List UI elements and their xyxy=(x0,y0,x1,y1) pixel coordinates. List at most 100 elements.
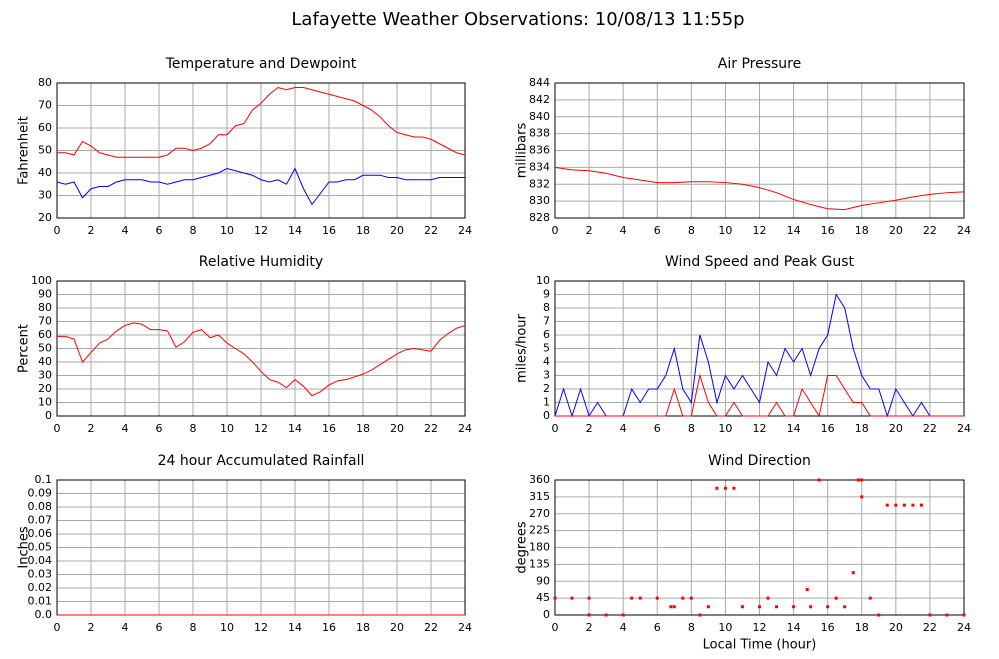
y-tick-label: 135 xyxy=(529,557,550,570)
scatter-point xyxy=(681,596,685,600)
y-tick-label: 6 xyxy=(543,328,550,341)
y-axis-label: Inches xyxy=(17,526,32,568)
chart-title: Temperature and Dewpoint xyxy=(165,56,357,72)
series-line xyxy=(57,322,466,397)
x-tick-label: 8 xyxy=(190,422,197,435)
scatter-point xyxy=(604,613,608,617)
x-tick-label: 6 xyxy=(156,621,163,634)
x-tick-label: 4 xyxy=(620,422,627,435)
y-axis-label: degrees xyxy=(515,521,530,574)
x-tick-label: 18 xyxy=(855,422,869,435)
series-line xyxy=(554,166,965,211)
y-tick-label: 40 xyxy=(38,355,52,368)
x-tick-label: 0 xyxy=(54,422,61,435)
x-tick-label: 12 xyxy=(753,422,767,435)
y-tick-label: 838 xyxy=(529,127,550,140)
x-tick-label: 18 xyxy=(855,224,869,237)
y-axis-label: millibars xyxy=(515,123,530,179)
y-tick-label: 0.06 xyxy=(28,527,53,540)
scatter-point xyxy=(945,613,949,617)
chart-title: Wind Direction xyxy=(708,453,811,469)
x-tick-label: 16 xyxy=(821,422,835,435)
x-tick-label: 8 xyxy=(688,224,695,237)
x-tick-label: 22 xyxy=(923,422,937,435)
x-tick-label: 22 xyxy=(923,621,937,634)
y-tick-label: 10 xyxy=(536,274,550,287)
x-tick-label: 22 xyxy=(424,422,438,435)
scatter-point xyxy=(758,605,761,609)
scatter-point xyxy=(672,605,676,609)
y-tick-label: 842 xyxy=(529,93,550,106)
y-tick-label: 9 xyxy=(543,288,550,301)
y-tick-label: 70 xyxy=(38,99,52,112)
y-tick-label: 60 xyxy=(38,328,52,341)
x-tick-label: 6 xyxy=(654,224,661,237)
x-tick-label: 10 xyxy=(220,621,234,634)
x-tick-label: 18 xyxy=(855,621,869,634)
scatter-point xyxy=(805,588,809,591)
chart-title: 24 hour Accumulated Rainfall xyxy=(158,453,365,469)
y-tick-label: 50 xyxy=(38,342,52,355)
x-tick-label: 20 xyxy=(390,621,404,634)
x-tick-label: 2 xyxy=(88,422,95,435)
y-tick-label: 832 xyxy=(529,177,550,190)
x-tick-label: 2 xyxy=(586,224,593,237)
scatter-point xyxy=(630,596,634,600)
y-tick-label: 0.05 xyxy=(28,541,53,554)
x-tick-label: 0 xyxy=(552,621,559,634)
x-tick-label: 10 xyxy=(718,224,732,237)
y-tick-label: 80 xyxy=(38,301,52,314)
x-tick-label: 10 xyxy=(718,422,732,435)
x-tick-label: 12 xyxy=(254,422,268,435)
scatter-point xyxy=(638,596,642,600)
x-tick-label: 20 xyxy=(889,422,903,435)
x-tick-label: 12 xyxy=(254,224,268,237)
scatter-point xyxy=(928,613,932,617)
scatter-point xyxy=(570,596,574,600)
x-tick-label: 22 xyxy=(923,224,937,237)
y-tick-label: 45 xyxy=(536,591,550,604)
x-tick-label: 6 xyxy=(156,422,163,435)
x-tick-label: 14 xyxy=(787,422,801,435)
y-axis-label: Fahrenheit xyxy=(17,116,32,185)
y-tick-label: 60 xyxy=(38,121,52,134)
y-tick-label: 0.0 xyxy=(35,608,53,621)
y-tick-label: 7 xyxy=(543,315,550,328)
x-tick-label: 0 xyxy=(54,621,61,634)
x-tick-label: 24 xyxy=(458,224,472,237)
x-tick-label: 12 xyxy=(753,621,767,634)
x-tick-label: 22 xyxy=(424,621,438,634)
y-tick-label: 225 xyxy=(529,524,550,537)
x-tick-label: 16 xyxy=(821,224,835,237)
scatter-point xyxy=(621,613,625,617)
y-tick-label: 0.07 xyxy=(28,514,53,527)
plot-frame xyxy=(56,82,466,219)
y-tick-label: 30 xyxy=(38,369,52,382)
x-tick-label: 6 xyxy=(654,422,661,435)
scatter-point xyxy=(826,605,830,609)
scatter-point xyxy=(669,605,673,609)
x-tick-label: 14 xyxy=(288,422,302,435)
scatter-point xyxy=(911,503,915,507)
y-tick-label: 70 xyxy=(38,315,52,328)
x-tick-label: 18 xyxy=(356,422,370,435)
x-tick-label: 14 xyxy=(787,224,801,237)
x-tick-label: 4 xyxy=(620,621,627,634)
y-tick-label: 836 xyxy=(529,144,550,157)
x-tick-label: 2 xyxy=(586,621,593,634)
scatter-point xyxy=(689,596,693,600)
y-tick-label: 0.03 xyxy=(28,568,53,581)
scatter-point xyxy=(587,613,591,617)
x-tick-label: 4 xyxy=(620,224,627,237)
scatter-point xyxy=(740,605,744,609)
scatter-point xyxy=(860,495,864,499)
y-tick-label: 315 xyxy=(529,490,550,503)
y-tick-label: 0.08 xyxy=(28,500,53,513)
scatter-point xyxy=(587,596,591,600)
x-tick-label: 20 xyxy=(390,422,404,435)
x-tick-label: 24 xyxy=(957,621,971,634)
page-title: Lafayette Weather Observations: 10/08/13… xyxy=(291,9,744,30)
scatter-point xyxy=(902,503,906,507)
y-tick-label: 0 xyxy=(543,608,550,621)
x-tick-label: 8 xyxy=(688,422,695,435)
